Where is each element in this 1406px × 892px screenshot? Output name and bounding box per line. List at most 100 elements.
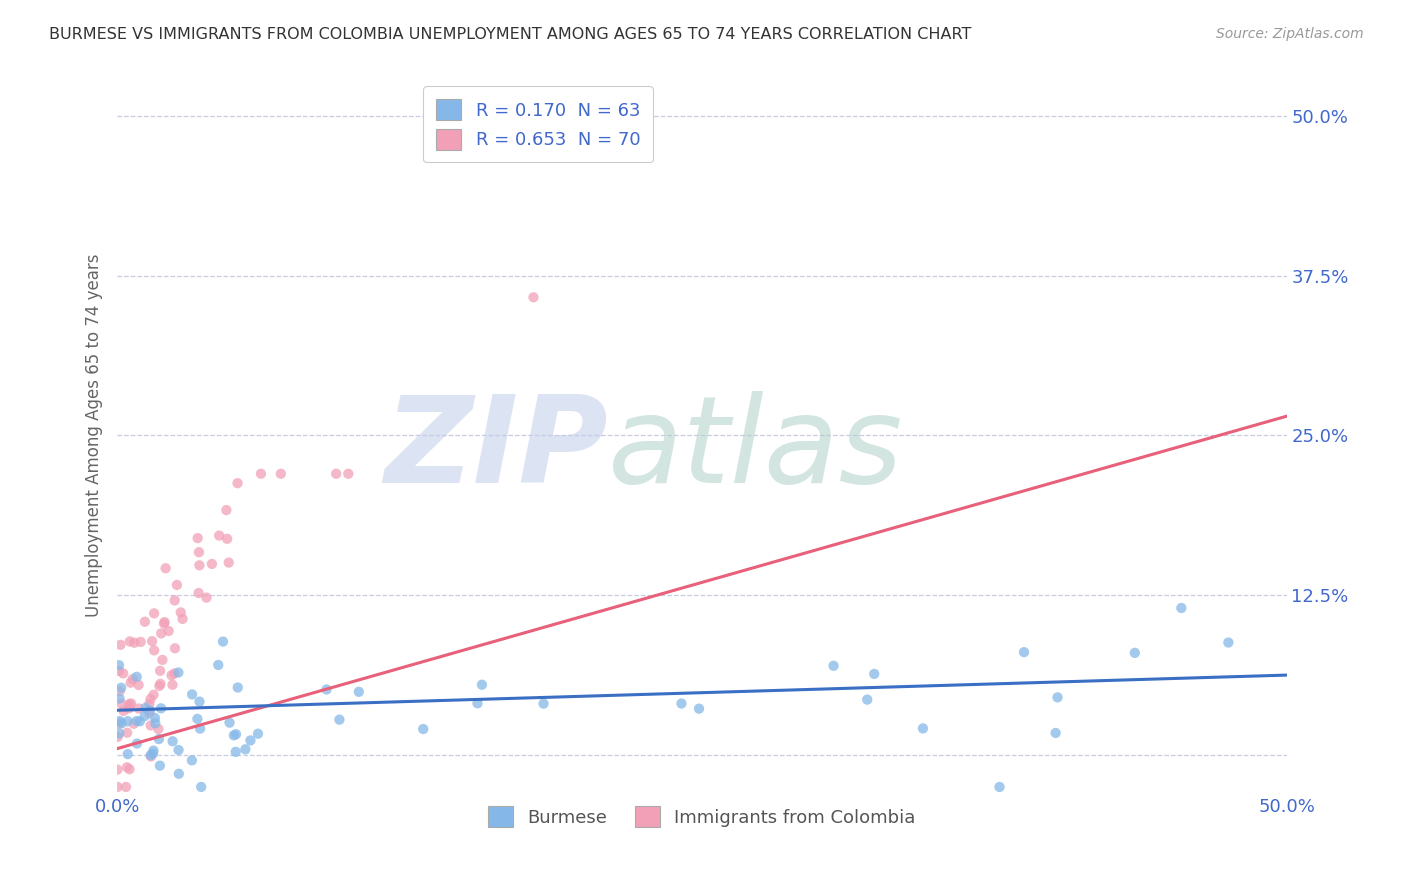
Point: [163, 641, 186, 656]
Point: [148, 679, 170, 693]
Point: [135, 700, 157, 714]
Point: [162, 734, 184, 748]
Point: [1218, 635, 1240, 649]
Point: [1123, 646, 1146, 660]
Point: [125, 714, 148, 728]
Point: [107, 763, 129, 777]
Point: [108, 658, 131, 673]
Point: [195, 591, 218, 605]
Point: [225, 745, 247, 759]
Point: [107, 730, 129, 744]
Point: [188, 722, 211, 736]
Point: [142, 743, 165, 757]
Point: [115, 780, 138, 794]
Point: [172, 612, 194, 626]
Point: [222, 728, 245, 742]
Point: [108, 684, 131, 698]
Point: [139, 749, 162, 764]
Point: [112, 666, 135, 681]
Point: [148, 732, 170, 747]
Point: [671, 697, 693, 711]
Point: [143, 711, 166, 725]
Point: [187, 531, 209, 545]
Text: ZIP: ZIP: [385, 392, 609, 508]
Y-axis label: Unemployment Among Ages 65 to 74 years: Unemployment Among Ages 65 to 74 years: [86, 253, 103, 617]
Point: [988, 780, 1011, 794]
Point: [246, 727, 269, 741]
Point: [128, 714, 150, 729]
Point: [188, 558, 211, 573]
Point: [226, 681, 249, 695]
Point: [522, 290, 544, 304]
Point: [110, 681, 132, 695]
Point: [111, 716, 134, 731]
Point: [167, 743, 190, 757]
Point: [115, 725, 138, 739]
Point: [108, 691, 131, 706]
Point: [170, 606, 193, 620]
Point: [125, 737, 148, 751]
Point: [467, 696, 489, 710]
Point: [128, 678, 150, 692]
Point: [226, 476, 249, 491]
Point: [110, 638, 132, 652]
Point: [150, 701, 173, 715]
Point: [239, 733, 262, 747]
Point: [856, 692, 879, 706]
Point: [208, 528, 231, 542]
Point: [149, 758, 172, 772]
Point: [139, 692, 162, 706]
Point: [121, 672, 143, 686]
Point: [325, 467, 347, 481]
Point: [152, 653, 174, 667]
Point: [142, 688, 165, 702]
Point: [180, 753, 202, 767]
Point: [157, 624, 180, 638]
Point: [337, 467, 360, 481]
Point: [1046, 690, 1069, 705]
Point: [225, 727, 247, 741]
Point: [218, 715, 240, 730]
Point: [134, 709, 156, 723]
Point: [270, 467, 292, 481]
Point: [188, 545, 211, 559]
Point: [315, 682, 337, 697]
Point: [149, 677, 172, 691]
Point: [108, 714, 131, 728]
Point: [143, 607, 166, 621]
Point: [911, 722, 934, 736]
Point: [186, 712, 208, 726]
Point: [117, 714, 139, 729]
Point: [823, 658, 845, 673]
Point: [134, 615, 156, 629]
Point: [112, 704, 135, 718]
Point: [250, 467, 273, 481]
Point: [139, 718, 162, 732]
Point: [188, 695, 211, 709]
Point: [108, 716, 131, 731]
Point: [143, 643, 166, 657]
Point: [187, 586, 209, 600]
Point: [122, 716, 145, 731]
Point: [863, 667, 886, 681]
Point: [118, 697, 141, 711]
Point: [107, 780, 129, 794]
Point: [149, 664, 172, 678]
Point: [139, 703, 162, 717]
Point: [235, 742, 257, 756]
Point: [160, 668, 183, 682]
Point: [218, 556, 240, 570]
Point: [125, 670, 148, 684]
Point: [120, 675, 142, 690]
Point: [118, 762, 141, 776]
Point: [190, 780, 212, 794]
Point: [148, 722, 170, 736]
Point: [155, 561, 177, 575]
Legend: Burmese, Immigrants from Colombia: Burmese, Immigrants from Colombia: [481, 799, 922, 834]
Point: [167, 766, 190, 780]
Text: Source: ZipAtlas.com: Source: ZipAtlas.com: [1216, 27, 1364, 41]
Point: [215, 503, 238, 517]
Point: [347, 685, 370, 699]
Point: [688, 701, 710, 715]
Point: [138, 697, 160, 711]
